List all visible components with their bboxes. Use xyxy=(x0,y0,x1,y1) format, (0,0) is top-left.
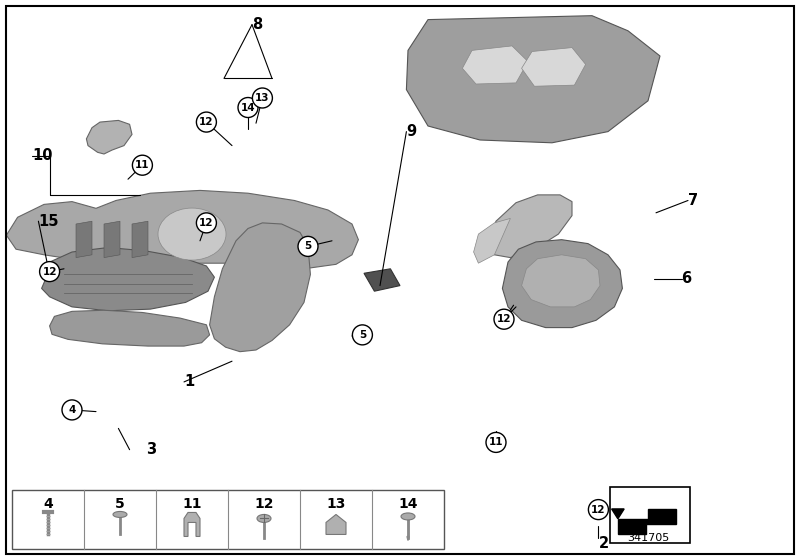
Polygon shape xyxy=(618,509,676,534)
Text: 2: 2 xyxy=(598,536,609,550)
Polygon shape xyxy=(132,221,148,258)
Text: 11: 11 xyxy=(489,437,503,447)
Text: 1: 1 xyxy=(184,375,194,389)
Circle shape xyxy=(40,262,59,282)
Polygon shape xyxy=(42,248,214,311)
Text: 13: 13 xyxy=(326,497,346,511)
Circle shape xyxy=(588,500,608,520)
Text: 12: 12 xyxy=(199,218,214,228)
Circle shape xyxy=(197,213,216,233)
Bar xyxy=(12,490,444,549)
Text: 12: 12 xyxy=(199,117,214,127)
Polygon shape xyxy=(6,190,358,269)
Text: 12: 12 xyxy=(591,505,606,515)
Text: 12: 12 xyxy=(42,267,57,277)
Text: 11: 11 xyxy=(182,497,202,511)
Polygon shape xyxy=(76,221,92,258)
Polygon shape xyxy=(210,223,310,352)
Circle shape xyxy=(353,325,373,345)
Polygon shape xyxy=(326,515,346,534)
Polygon shape xyxy=(522,255,600,307)
Text: 341705: 341705 xyxy=(627,533,669,543)
Text: 7: 7 xyxy=(688,193,698,208)
Polygon shape xyxy=(184,512,200,536)
Circle shape xyxy=(253,88,272,108)
Circle shape xyxy=(197,112,216,132)
Circle shape xyxy=(133,155,152,175)
Text: 5: 5 xyxy=(358,330,366,340)
Text: 6: 6 xyxy=(682,272,692,286)
Polygon shape xyxy=(502,240,622,328)
Text: 11: 11 xyxy=(135,160,150,170)
Polygon shape xyxy=(474,218,510,263)
Text: 14: 14 xyxy=(398,497,418,511)
Circle shape xyxy=(238,97,258,118)
Circle shape xyxy=(298,236,318,256)
Text: 14: 14 xyxy=(241,102,255,113)
Polygon shape xyxy=(364,269,400,291)
Polygon shape xyxy=(522,48,586,86)
Polygon shape xyxy=(407,536,409,540)
Circle shape xyxy=(494,309,514,329)
Ellipse shape xyxy=(158,208,226,260)
Ellipse shape xyxy=(401,513,415,520)
Text: 4: 4 xyxy=(43,497,53,511)
Circle shape xyxy=(62,400,82,420)
Text: 8: 8 xyxy=(252,17,262,32)
Text: 3: 3 xyxy=(146,442,156,457)
Polygon shape xyxy=(50,310,210,346)
Polygon shape xyxy=(462,46,528,84)
Text: 12: 12 xyxy=(254,497,274,511)
Bar xyxy=(610,487,690,543)
Text: 5: 5 xyxy=(115,497,125,511)
Text: 9: 9 xyxy=(406,124,417,139)
Text: 4: 4 xyxy=(68,405,76,415)
Polygon shape xyxy=(406,16,660,143)
Text: 10: 10 xyxy=(32,148,53,163)
Polygon shape xyxy=(486,195,572,258)
Polygon shape xyxy=(86,120,132,154)
Text: 12: 12 xyxy=(497,314,511,324)
Polygon shape xyxy=(612,509,624,519)
Ellipse shape xyxy=(257,515,271,522)
Ellipse shape xyxy=(113,511,127,517)
Polygon shape xyxy=(104,221,120,258)
Circle shape xyxy=(486,432,506,452)
Text: 13: 13 xyxy=(255,93,270,103)
Text: 5: 5 xyxy=(304,241,312,251)
Text: 15: 15 xyxy=(38,214,59,228)
